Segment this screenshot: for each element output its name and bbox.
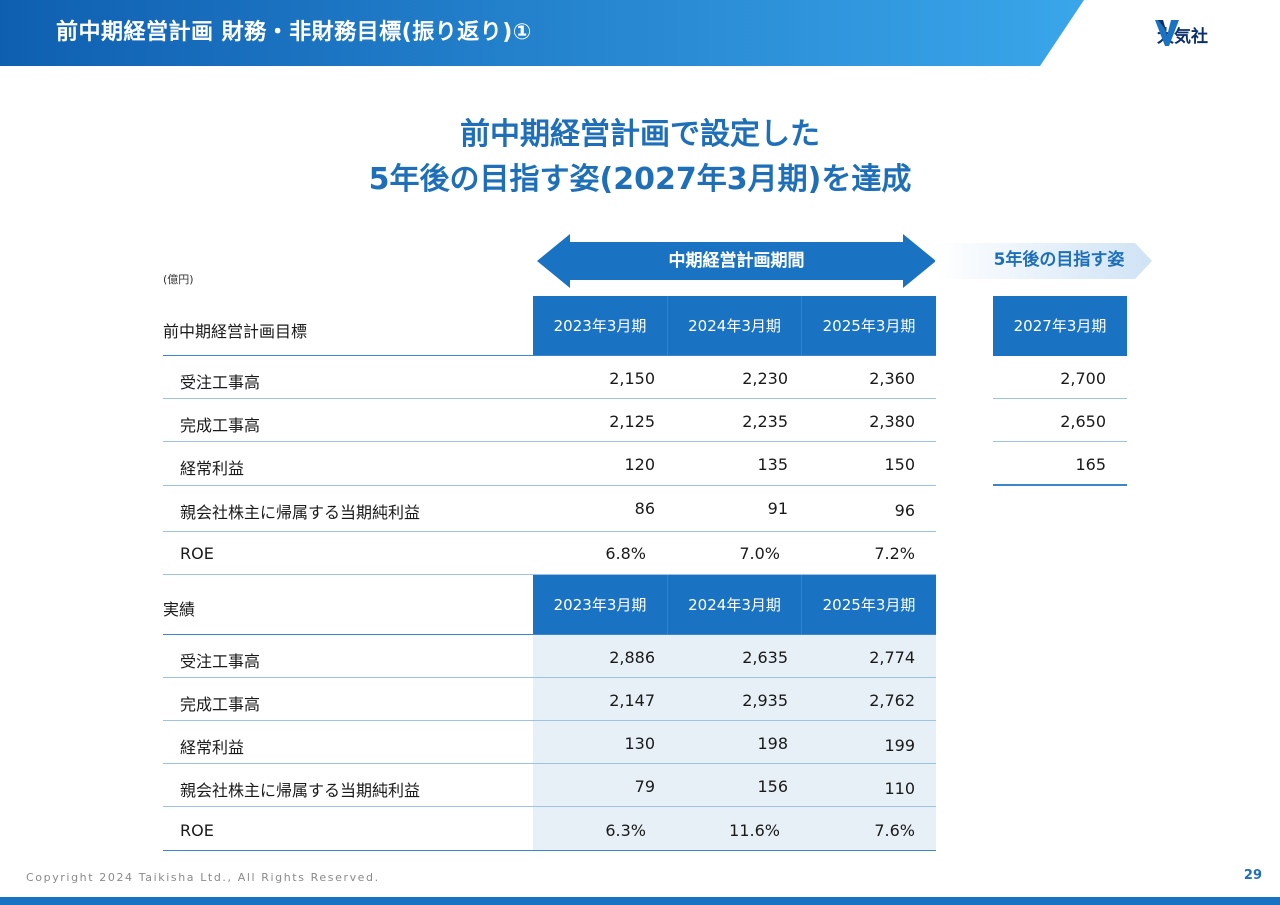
plan-value: 120 <box>624 455 655 474</box>
plan-row-label: 親会社株主に帰属する当期純利益 <box>180 503 421 522</box>
plan-value: 7.2% <box>874 544 915 563</box>
actual-year-header-2: 2024年3月期 <box>667 575 801 635</box>
plan-row-label: 受注工事高 <box>180 373 261 392</box>
divider <box>163 355 936 356</box>
actual-value: 2,774 <box>869 648 915 667</box>
future-label: 5年後の目指す姿 <box>993 250 1125 270</box>
company-logo: 大気社 <box>1154 18 1208 50</box>
divider <box>163 574 936 575</box>
actual-row-label: ROE <box>180 821 214 840</box>
future-value: 165 <box>1075 455 1106 474</box>
headline-line-1: 前中期経営計画で設定した <box>460 117 820 152</box>
divider <box>993 398 1127 399</box>
actual-value: 2,147 <box>609 691 655 710</box>
divider <box>163 806 936 807</box>
plan-year-header-1: 2023年3月期 <box>533 296 667 356</box>
taikisha-v-logo-icon <box>1155 20 1179 46</box>
header-bar: 前中期経営計画 財務・非財務目標(振り返り)① 大気社 <box>0 0 1280 66</box>
plan-value: 135 <box>757 455 788 474</box>
future-value: 2,650 <box>1060 412 1106 431</box>
plan-row-label: 経常利益 <box>180 459 245 478</box>
actual-value: 110 <box>884 779 915 798</box>
divider <box>163 531 936 532</box>
actual-values-background <box>533 635 936 850</box>
divider <box>163 485 936 486</box>
period-double-arrow <box>537 234 936 288</box>
actual-row-label: 完成工事高 <box>180 695 261 714</box>
plan-value: 91 <box>767 499 788 518</box>
unit-label: (億円) <box>163 273 194 286</box>
plan-value: 7.0% <box>739 544 780 563</box>
actual-value: 156 <box>757 777 788 796</box>
actual-value: 2,762 <box>869 691 915 710</box>
actual-row-label: 受注工事高 <box>180 652 261 671</box>
actual-value: 7.6% <box>874 821 915 840</box>
divider <box>993 484 1127 486</box>
divider <box>163 850 936 851</box>
actual-value: 2,886 <box>609 648 655 667</box>
actual-value: 198 <box>757 734 788 753</box>
header-background <box>0 0 1084 66</box>
divider <box>163 634 936 635</box>
actual-year-header-1: 2023年3月期 <box>533 575 667 635</box>
future-year-header: 2027年3月期 <box>993 296 1127 356</box>
plan-value: 96 <box>894 501 915 520</box>
divider <box>163 677 936 678</box>
actual-year-header-3: 2025年3月期 <box>801 575 936 635</box>
period-label: 中期経営計画期間 <box>668 251 805 271</box>
plan-row-label: 完成工事高 <box>180 416 261 435</box>
plan-value: 2,360 <box>869 369 915 388</box>
actual-value: 11.6% <box>729 821 780 840</box>
future-value: 2,700 <box>1060 369 1106 388</box>
plan-value: 2,125 <box>609 412 655 431</box>
plan-value: 2,235 <box>742 412 788 431</box>
plan-year-header-2: 2024年3月期 <box>667 296 801 356</box>
page-title: 前中期経営計画 財務・非財務目標(振り返り)① <box>56 20 532 45</box>
divider <box>163 763 936 764</box>
plan-year-header-3: 2025年3月期 <box>801 296 936 356</box>
actual-value: 2,935 <box>742 691 788 710</box>
headline-line-2: 5年後の目指す姿(2027年3月期)を達成 <box>368 162 912 197</box>
divider <box>163 441 936 442</box>
footer-bar <box>0 897 1280 905</box>
actual-value: 199 <box>884 736 915 755</box>
plan-value: 2,230 <box>742 369 788 388</box>
plan-value: 86 <box>634 499 655 518</box>
future-chevron-arrow <box>935 243 1152 279</box>
actual-section-label: 実績 <box>163 600 196 619</box>
actual-value: 6.3% <box>605 821 646 840</box>
actual-value: 79 <box>634 777 655 796</box>
plan-value: 150 <box>884 455 915 474</box>
actual-value: 130 <box>624 734 655 753</box>
copyright: Copyright 2024 Taikisha Ltd., All Rights… <box>26 871 380 884</box>
plan-value: 2,150 <box>609 369 655 388</box>
divider <box>993 441 1127 442</box>
plan-row-label: ROE <box>180 544 214 563</box>
actual-value: 2,635 <box>742 648 788 667</box>
actual-row-label: 経常利益 <box>180 738 245 757</box>
headline: 前中期経営計画で設定した 5年後の目指す姿(2027年3月期)を達成 <box>0 112 1280 202</box>
page-number: 29 <box>1243 868 1262 883</box>
plan-section-label: 前中期経営計画目標 <box>163 322 308 341</box>
divider <box>163 720 936 721</box>
plan-value: 6.8% <box>605 544 646 563</box>
divider <box>163 398 936 399</box>
actual-row-label: 親会社株主に帰属する当期純利益 <box>180 781 421 800</box>
plan-value: 2,380 <box>869 412 915 431</box>
